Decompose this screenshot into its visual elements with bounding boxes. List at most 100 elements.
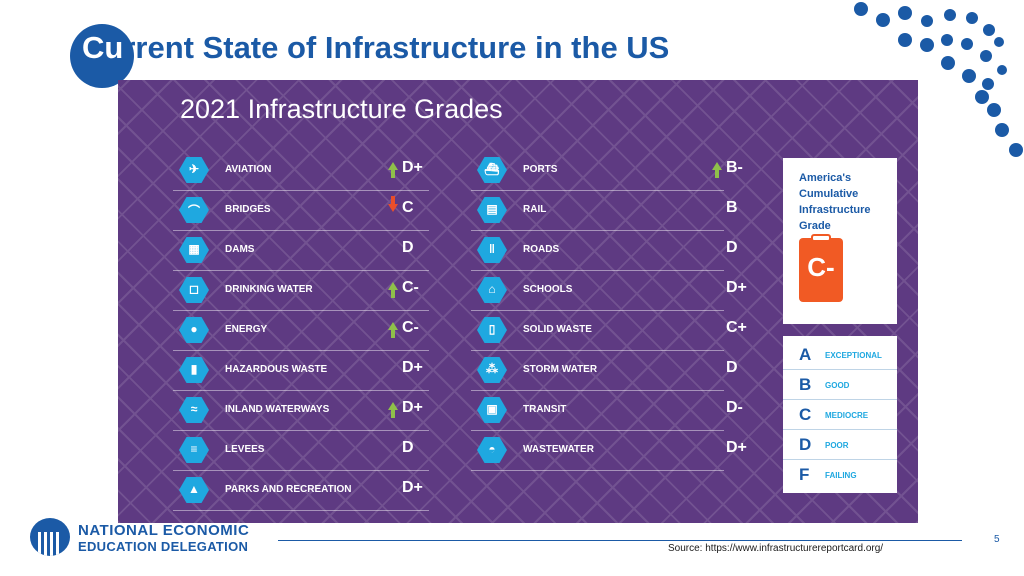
- legend-letter: D: [799, 435, 812, 454]
- legend-word: EXCEPTIONAL: [825, 351, 882, 360]
- legend-row-a: A EXCEPTIONAL: [783, 339, 897, 370]
- legend-letter: A: [799, 345, 812, 364]
- road-icon: ‖: [477, 237, 507, 263]
- legend-word: POOR: [825, 441, 849, 450]
- hazard-barrel-icon: ▮: [179, 357, 209, 383]
- grade-row-label: WASTEWATER: [523, 444, 594, 455]
- grade-row-label: INLAND WATERWAYS: [225, 404, 330, 415]
- grade-row-label: TRANSIT: [523, 404, 567, 415]
- grade-row-inland-waterways: ≈ INLAND WATERWAYS D+: [173, 390, 429, 431]
- grade-row-label: DRINKING WATER: [225, 284, 313, 295]
- grade-row-rail: ▤ RAIL B: [471, 190, 738, 231]
- grade-value: C+: [726, 319, 747, 336]
- levee-icon: ≡: [179, 437, 209, 463]
- grade-row-storm-water: ⁂ STORM WATER D: [471, 350, 738, 391]
- lightbulb-icon: ●: [179, 317, 209, 343]
- grade-row-label: STORM WATER: [523, 364, 598, 375]
- toilet-icon-glyph: ◓: [488, 442, 496, 456]
- cumulative-grade-text: America's Cumulative Infrastructure Grad…: [799, 172, 871, 232]
- grade-row-levees: ≡ LEVEES D: [173, 430, 429, 471]
- legend-word: MEDIOCRE: [825, 411, 869, 420]
- grade-value: D+: [726, 279, 747, 296]
- plane-icon: ✈: [179, 157, 209, 183]
- grade-row-solid-waste: ▯ SOLID WASTE C+: [471, 310, 747, 351]
- grade-row-parks-and-recreation: ▲ PARKS AND RECREATION D+: [173, 470, 429, 511]
- grade-row-roads: ‖ ROADS D: [471, 230, 738, 271]
- footer-divider: [278, 540, 962, 541]
- grade-row-label: ENERGY: [225, 324, 268, 335]
- legend-row-c: C MEDIOCRE: [783, 399, 897, 430]
- legend-row-b: B GOOD: [783, 369, 897, 400]
- ship-icon: ⛴: [477, 157, 507, 183]
- cumulative-grade-card: America's Cumulative Infrastructure Grad…: [783, 158, 897, 324]
- legend-row-f: F FAILING: [783, 459, 897, 489]
- grade-row-schools: ⌂ SCHOOLS D+: [471, 270, 747, 311]
- clipboard-icon: C-: [799, 234, 843, 302]
- ship-icon-glyph: ⛴: [484, 162, 500, 176]
- dam-icon: ▦: [179, 237, 209, 263]
- school-icon: ⌂: [477, 277, 507, 303]
- grade-row-label: PARKS AND RECREATION: [225, 484, 352, 495]
- org-name-line2: EDUCATION DELEGATION: [78, 539, 249, 554]
- tree-icon: ▲: [179, 477, 209, 503]
- grade-value: C-: [402, 319, 419, 336]
- school-icon-glyph: ⌂: [488, 282, 496, 296]
- grade-row-label: SOLID WASTE: [523, 324, 592, 335]
- grade-row-transit: ▣ TRANSIT D-: [471, 390, 743, 431]
- nced-logo-icon: [30, 518, 70, 556]
- title-circle-decoration: [70, 24, 134, 88]
- org-name-line1: NATIONAL ECONOMIC: [78, 522, 250, 539]
- legend-letter: F: [799, 465, 810, 484]
- grade-row-dams: ▦ DAMS D: [173, 230, 429, 271]
- grade-row-label: HAZARDOUS WASTE: [225, 364, 328, 375]
- grade-value: D: [402, 239, 414, 256]
- legend-letter: B: [799, 375, 812, 394]
- bridge-icon-glyph: ⌒: [187, 204, 200, 218]
- arrow-up-icon: [388, 282, 398, 298]
- waterway-icon-glyph: ≈: [190, 402, 198, 416]
- trash-can-icon: ▯: [477, 317, 507, 343]
- grade-row-label: LEVEES: [225, 444, 265, 455]
- grade-row-aviation: ✈ AVIATION D+: [173, 150, 429, 191]
- grade-value: D+: [402, 399, 423, 416]
- grade-value: C-: [402, 279, 419, 296]
- plane-icon-glyph: ✈: [188, 162, 200, 176]
- arrow-up-icon: [388, 402, 398, 418]
- grade-value: D: [402, 439, 414, 456]
- rain-icon-glyph: ⁂: [486, 362, 498, 376]
- arrow-up-icon: [712, 162, 722, 178]
- lightbulb-icon-glyph: ●: [190, 322, 198, 336]
- grade-value: D+: [726, 439, 747, 456]
- grade-row-label: RAIL: [523, 204, 547, 215]
- toilet-icon: ◓: [477, 437, 507, 463]
- page-number: 5: [994, 534, 1000, 545]
- arrow-up-icon: [388, 162, 398, 178]
- slide-title: Current State of Infrastructure in the U…: [82, 30, 669, 66]
- legend-row-d: D POOR: [783, 429, 897, 460]
- grade-value: B-: [726, 159, 743, 176]
- panel-title: 2021 Infrastructure Grades: [180, 94, 503, 124]
- road-icon-glyph: ‖: [489, 242, 495, 256]
- dam-icon-glyph: ▦: [188, 242, 200, 256]
- bridge-icon: ⌒: [179, 197, 209, 223]
- legend-letter: C: [799, 405, 812, 424]
- water-glass-icon: ◻: [179, 277, 209, 303]
- grade-row-ports: ⛴ PORTS B-: [471, 150, 743, 191]
- levee-icon-glyph: ≡: [190, 442, 198, 456]
- legend-word: FAILING: [825, 471, 857, 480]
- train-icon: ▤: [477, 197, 507, 223]
- grade-row-label: ROADS: [523, 244, 560, 255]
- legend-word: GOOD: [825, 381, 850, 390]
- grade-legend: A EXCEPTIONAL B GOOD C MEDIOCRE D POOR F FAILING: [783, 336, 897, 493]
- trash-can-icon-glyph: ▯: [488, 322, 496, 336]
- grade-value: D+: [402, 359, 423, 376]
- grade-value: D: [726, 359, 738, 376]
- grade-value: D+: [402, 159, 423, 176]
- grade-value: B: [726, 199, 738, 216]
- bus-icon: ▣: [477, 397, 507, 423]
- decorative-dots: [854, 2, 1023, 157]
- grade-row-hazardous-waste: ▮ HAZARDOUS WASTE D+: [173, 350, 429, 391]
- grade-value: C: [402, 199, 414, 216]
- tree-icon-glyph: ▲: [188, 482, 200, 496]
- bus-icon-glyph: ▣: [486, 402, 498, 416]
